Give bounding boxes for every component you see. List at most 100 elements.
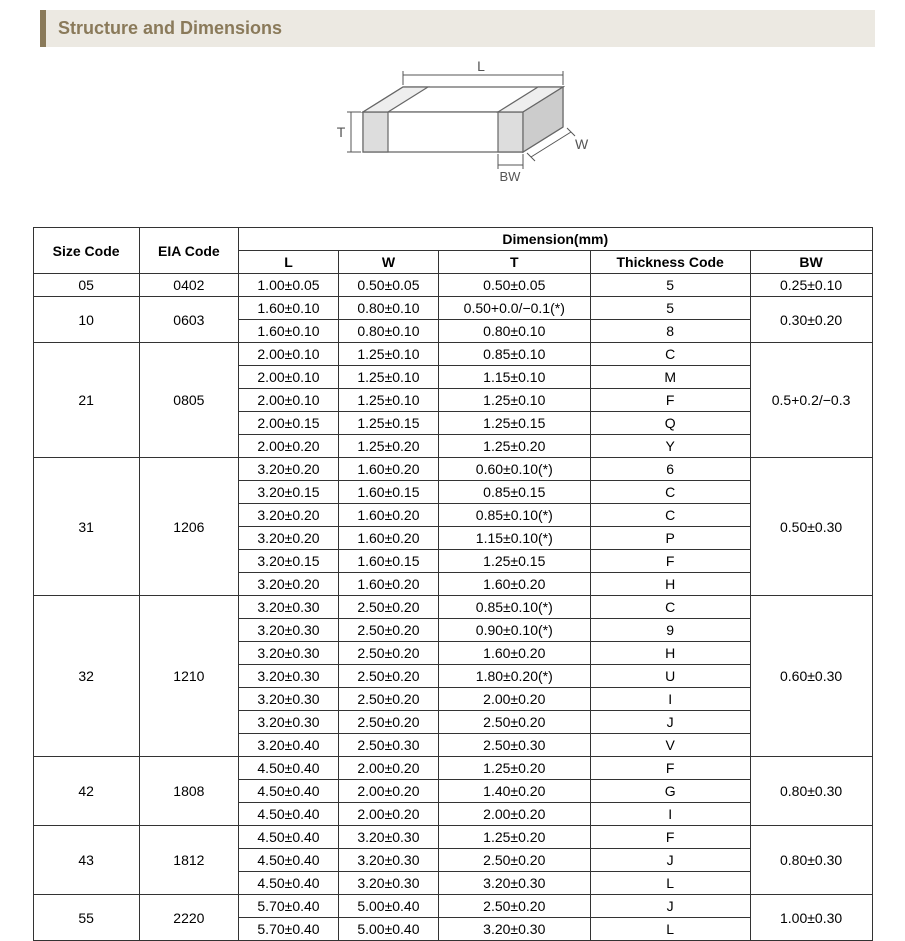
cell-L: 2.00±0.10 bbox=[239, 343, 339, 366]
cell-tc: M bbox=[590, 366, 750, 389]
cell-bw: 0.30±0.20 bbox=[750, 297, 872, 343]
cell-W: 1.25±0.10 bbox=[338, 389, 438, 412]
cell-T: 1.25±0.15 bbox=[438, 412, 590, 435]
cell-eia-code: 1206 bbox=[139, 458, 238, 596]
cell-size-code: 31 bbox=[33, 458, 139, 596]
section-title: Structure and Dimensions bbox=[58, 18, 282, 38]
cell-W: 2.50±0.20 bbox=[338, 711, 438, 734]
cell-tc: 5 bbox=[590, 297, 750, 320]
table-row: 2108052.00±0.101.25±0.100.85±0.10C0.5+0.… bbox=[33, 343, 872, 366]
cell-bw: 0.5+0.2/−0.3 bbox=[750, 343, 872, 458]
cell-W: 0.50±0.05 bbox=[338, 274, 438, 297]
cell-W: 1.60±0.20 bbox=[338, 504, 438, 527]
cell-W: 1.25±0.10 bbox=[338, 366, 438, 389]
cell-L: 4.50±0.40 bbox=[239, 849, 339, 872]
cell-tc: C bbox=[590, 343, 750, 366]
cell-eia-code: 1812 bbox=[139, 826, 238, 895]
cell-L: 3.20±0.20 bbox=[239, 504, 339, 527]
cell-eia-code: 0603 bbox=[139, 297, 238, 343]
cell-T: 1.15±0.10 bbox=[438, 366, 590, 389]
cell-size-code: 05 bbox=[33, 274, 139, 297]
col-L: L bbox=[239, 251, 339, 274]
table-row: 5522205.70±0.405.00±0.402.50±0.20J1.00±0… bbox=[33, 895, 872, 918]
cell-T: 0.85±0.15 bbox=[438, 481, 590, 504]
cell-L: 3.20±0.20 bbox=[239, 573, 339, 596]
cell-T: 1.25±0.15 bbox=[438, 550, 590, 573]
dimensions-table: Size Code EIA Code Dimension(mm) L W T T… bbox=[33, 227, 873, 941]
label-BW: BW bbox=[499, 169, 521, 184]
cell-tc: 8 bbox=[590, 320, 750, 343]
cell-tc: F bbox=[590, 826, 750, 849]
cell-L: 1.60±0.10 bbox=[239, 297, 339, 320]
cell-tc: J bbox=[590, 895, 750, 918]
cell-L: 1.00±0.05 bbox=[239, 274, 339, 297]
cell-eia-code: 0805 bbox=[139, 343, 238, 458]
cell-T: 0.90±0.10(*) bbox=[438, 619, 590, 642]
cell-L: 3.20±0.15 bbox=[239, 481, 339, 504]
cell-T: 1.60±0.20 bbox=[438, 642, 590, 665]
cell-tc: F bbox=[590, 550, 750, 573]
table-row: 3212103.20±0.302.50±0.200.85±0.10(*)C0.6… bbox=[33, 596, 872, 619]
cell-T: 1.25±0.20 bbox=[438, 757, 590, 780]
cell-tc: H bbox=[590, 642, 750, 665]
cell-W: 2.50±0.20 bbox=[338, 642, 438, 665]
col-eia-code: EIA Code bbox=[139, 228, 238, 274]
cell-W: 1.25±0.20 bbox=[338, 435, 438, 458]
cell-tc: V bbox=[590, 734, 750, 757]
table-row: 4318124.50±0.403.20±0.301.25±0.20F0.80±0… bbox=[33, 826, 872, 849]
cell-bw: 0.25±0.10 bbox=[750, 274, 872, 297]
cell-L: 3.20±0.40 bbox=[239, 734, 339, 757]
cell-W: 3.20±0.30 bbox=[338, 826, 438, 849]
cell-tc: P bbox=[590, 527, 750, 550]
table-row: 0504021.00±0.050.50±0.050.50±0.0550.25±0… bbox=[33, 274, 872, 297]
cell-T: 2.00±0.20 bbox=[438, 803, 590, 826]
cell-L: 4.50±0.40 bbox=[239, 803, 339, 826]
cell-tc: U bbox=[590, 665, 750, 688]
cell-tc: J bbox=[590, 849, 750, 872]
cell-eia-code: 2220 bbox=[139, 895, 238, 941]
cell-T: 2.50±0.20 bbox=[438, 711, 590, 734]
cell-tc: F bbox=[590, 389, 750, 412]
cell-tc: C bbox=[590, 504, 750, 527]
cell-W: 2.00±0.20 bbox=[338, 780, 438, 803]
cell-tc: I bbox=[590, 688, 750, 711]
cell-tc: G bbox=[590, 780, 750, 803]
cell-bw: 0.80±0.30 bbox=[750, 757, 872, 826]
cell-size-code: 55 bbox=[33, 895, 139, 941]
cell-W: 1.25±0.10 bbox=[338, 343, 438, 366]
cell-L: 3.20±0.30 bbox=[239, 711, 339, 734]
cell-tc: C bbox=[590, 596, 750, 619]
cell-W: 1.60±0.20 bbox=[338, 527, 438, 550]
col-thickness-code: Thickness Code bbox=[590, 251, 750, 274]
chip-diagram: L T W BW bbox=[0, 57, 905, 212]
cell-eia-code: 1210 bbox=[139, 596, 238, 757]
cell-W: 2.50±0.20 bbox=[338, 596, 438, 619]
cell-W: 1.60±0.15 bbox=[338, 550, 438, 573]
cell-L: 3.20±0.30 bbox=[239, 642, 339, 665]
col-T: T bbox=[438, 251, 590, 274]
cell-W: 5.00±0.40 bbox=[338, 918, 438, 941]
cell-L: 3.20±0.30 bbox=[239, 688, 339, 711]
cell-L: 4.50±0.40 bbox=[239, 872, 339, 895]
cell-size-code: 10 bbox=[33, 297, 139, 343]
cell-T: 1.25±0.20 bbox=[438, 826, 590, 849]
col-size-code: Size Code bbox=[33, 228, 139, 274]
cell-L: 3.20±0.20 bbox=[239, 527, 339, 550]
cell-W: 1.60±0.20 bbox=[338, 573, 438, 596]
cell-T: 1.80±0.20(*) bbox=[438, 665, 590, 688]
label-W: W bbox=[575, 136, 589, 152]
cell-L: 4.50±0.40 bbox=[239, 780, 339, 803]
col-dimension: Dimension(mm) bbox=[239, 228, 872, 251]
cell-T: 0.85±0.10(*) bbox=[438, 504, 590, 527]
cell-L: 1.60±0.10 bbox=[239, 320, 339, 343]
cell-T: 2.50±0.20 bbox=[438, 895, 590, 918]
cell-L: 2.00±0.10 bbox=[239, 366, 339, 389]
cell-W: 2.50±0.30 bbox=[338, 734, 438, 757]
cell-W: 2.00±0.20 bbox=[338, 757, 438, 780]
cell-W: 0.80±0.10 bbox=[338, 320, 438, 343]
table-row: 4218084.50±0.402.00±0.201.25±0.20F0.80±0… bbox=[33, 757, 872, 780]
cell-bw: 0.80±0.30 bbox=[750, 826, 872, 895]
cell-W: 3.20±0.30 bbox=[338, 872, 438, 895]
cell-L: 2.00±0.10 bbox=[239, 389, 339, 412]
cell-T: 1.15±0.10(*) bbox=[438, 527, 590, 550]
